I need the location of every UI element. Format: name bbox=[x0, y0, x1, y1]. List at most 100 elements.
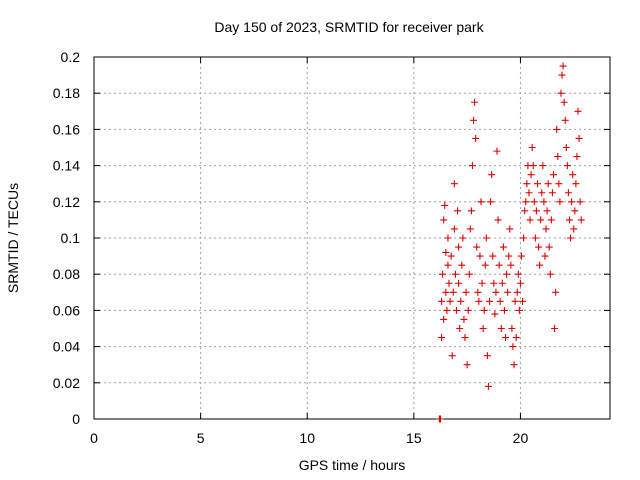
x-tick-label: 10 bbox=[299, 430, 315, 446]
data-point bbox=[574, 107, 582, 115]
y-tick-label: 0.06 bbox=[53, 302, 80, 318]
data-point bbox=[539, 162, 547, 170]
data-point bbox=[455, 243, 463, 251]
data-point bbox=[559, 62, 567, 70]
data-point bbox=[547, 216, 555, 224]
data-point bbox=[511, 297, 519, 305]
data-point bbox=[502, 334, 510, 342]
data-point bbox=[563, 162, 571, 170]
data-point bbox=[548, 189, 556, 197]
data-point bbox=[515, 306, 523, 314]
data-point bbox=[505, 252, 513, 260]
data-point bbox=[509, 343, 517, 351]
data-point bbox=[457, 297, 465, 305]
data-point bbox=[446, 297, 454, 305]
data-point bbox=[459, 234, 467, 242]
data-point bbox=[556, 198, 564, 206]
data-point bbox=[458, 261, 466, 269]
data-point bbox=[440, 315, 448, 323]
data-point bbox=[463, 361, 471, 369]
data-point bbox=[445, 279, 453, 287]
data-point bbox=[521, 207, 529, 215]
x-tick-label: 0 bbox=[90, 430, 98, 446]
data-point bbox=[558, 71, 566, 79]
data-point bbox=[564, 189, 572, 197]
data-point bbox=[575, 134, 583, 142]
data-point bbox=[491, 310, 499, 318]
data-point bbox=[543, 207, 551, 215]
data-point bbox=[489, 252, 497, 260]
y-tick-label: 0.12 bbox=[53, 194, 80, 210]
data-point bbox=[546, 270, 554, 278]
data-point bbox=[462, 288, 470, 296]
data-point bbox=[495, 261, 503, 269]
data-point bbox=[447, 252, 455, 260]
data-point bbox=[567, 234, 575, 242]
data-point bbox=[476, 252, 484, 260]
data-point bbox=[440, 216, 448, 224]
data-point bbox=[552, 288, 560, 296]
data-point bbox=[487, 198, 495, 206]
data-point bbox=[478, 279, 486, 287]
data-point bbox=[512, 334, 520, 342]
y-tick-label: 0.08 bbox=[53, 266, 80, 282]
data-point bbox=[540, 198, 548, 206]
data-point bbox=[483, 352, 491, 360]
data-point bbox=[498, 279, 506, 287]
y-axis-label: SRMTID / TECUs bbox=[5, 183, 21, 293]
data-point bbox=[472, 134, 480, 142]
data-point bbox=[531, 234, 539, 242]
data-point bbox=[441, 201, 449, 209]
data-point bbox=[452, 306, 460, 314]
data-point bbox=[526, 216, 534, 224]
data-point bbox=[504, 288, 512, 296]
data-point bbox=[569, 171, 577, 179]
data-point bbox=[571, 207, 579, 215]
data-point bbox=[438, 297, 446, 305]
data-point bbox=[535, 243, 543, 251]
y-tick-label: 0.2 bbox=[61, 49, 81, 65]
data-point bbox=[442, 288, 450, 296]
data-point bbox=[464, 306, 472, 314]
data-point bbox=[494, 216, 502, 224]
data-point bbox=[484, 382, 492, 390]
data-point bbox=[507, 261, 515, 269]
data-point bbox=[568, 198, 576, 206]
y-tick-label: 0.02 bbox=[53, 375, 80, 391]
data-point bbox=[523, 180, 531, 188]
data-point bbox=[444, 261, 452, 269]
data-point bbox=[475, 297, 483, 305]
data-point bbox=[450, 225, 458, 233]
y-tick-label: 0.04 bbox=[53, 339, 80, 355]
data-point bbox=[562, 144, 570, 151]
data-point bbox=[542, 225, 550, 233]
data-point bbox=[541, 252, 549, 260]
x-tick-label: 20 bbox=[513, 430, 529, 446]
data-point bbox=[549, 171, 557, 179]
data-point bbox=[461, 334, 469, 342]
data-point bbox=[555, 180, 563, 188]
x-axis: 0 5 10 15 20 bbox=[90, 57, 528, 446]
data-point bbox=[528, 144, 536, 151]
y-tick-label: 0.16 bbox=[53, 121, 80, 137]
y-tick-label: 0.14 bbox=[53, 158, 80, 174]
data-point bbox=[570, 225, 578, 233]
data-point bbox=[490, 279, 498, 287]
data-point bbox=[506, 225, 514, 233]
data-point bbox=[466, 225, 474, 233]
data-point bbox=[496, 297, 504, 305]
data-point bbox=[480, 306, 488, 314]
data-point bbox=[544, 180, 552, 188]
data-point bbox=[460, 315, 468, 323]
data-point bbox=[468, 162, 476, 170]
data-point bbox=[530, 198, 538, 206]
data-point bbox=[536, 261, 544, 269]
data-point bbox=[519, 297, 527, 305]
y-tick-label: 0.18 bbox=[53, 85, 80, 101]
data-point bbox=[471, 98, 479, 106]
data-point bbox=[514, 270, 522, 278]
data-point bbox=[473, 243, 481, 251]
data-point bbox=[492, 288, 500, 296]
data-point bbox=[488, 171, 496, 179]
data-point bbox=[493, 147, 501, 155]
